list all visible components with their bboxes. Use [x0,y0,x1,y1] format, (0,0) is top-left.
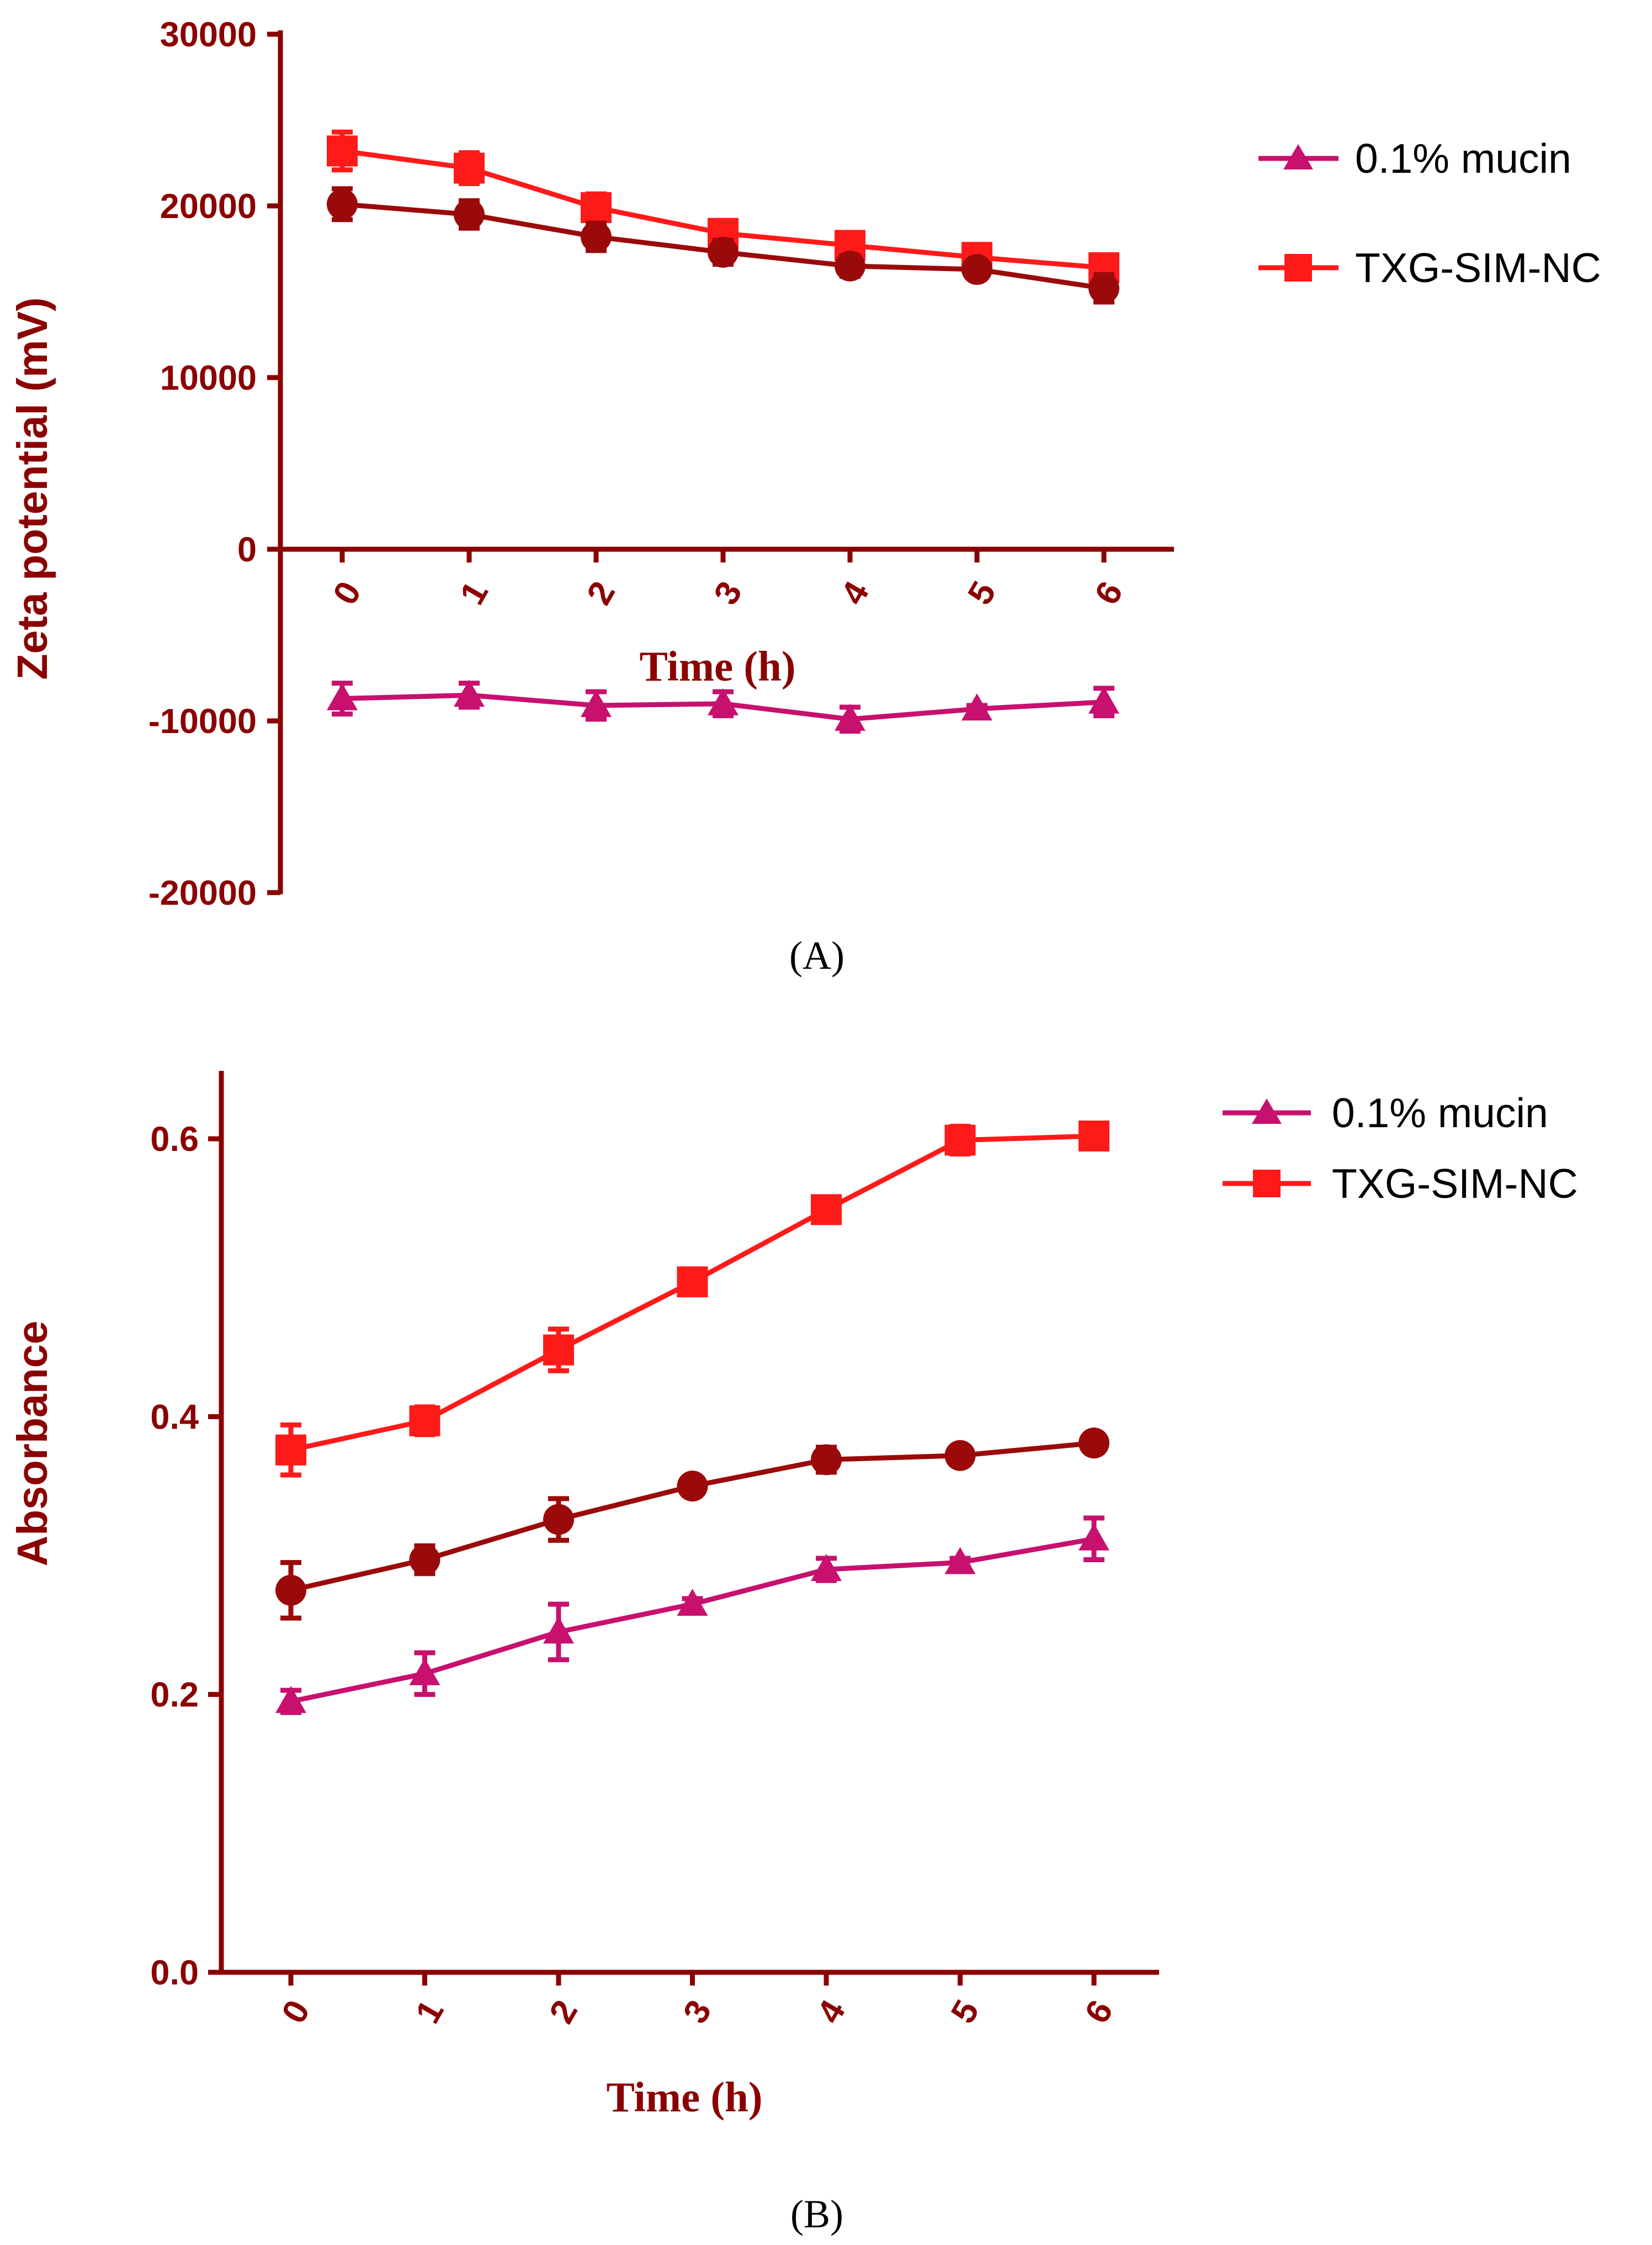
data-point [677,1266,708,1298]
panel-b-legend-txg-marker [1253,1170,1281,1197]
x-tick-label: 0 [274,1994,317,2030]
data-point [677,1589,708,1616]
y-tick-label: -10000 [148,702,257,741]
panel-b-y-axis-label: Absorbance [9,1320,56,1566]
data-point [275,1434,306,1466]
data-point [835,250,865,282]
panel-b-series [275,1120,1109,1715]
y-tick-label: 30000 [160,15,257,54]
panel-a-caption: (A) [789,933,844,978]
data-point [944,1547,976,1574]
x-tick-label: 2 [542,1994,585,2030]
panel-a-legend-txg-marker [1284,254,1312,282]
panel-b-x-axis-label: Time (h) [606,2073,762,2121]
data-point [327,188,358,220]
data-point [708,688,739,715]
data-point [811,1554,842,1581]
y-tick-label: 0.4 [150,1398,199,1436]
data-point [581,221,612,252]
panel-a-series [327,129,1119,734]
y-tick-label: 10000 [160,359,257,397]
data-point [677,1471,708,1502]
data-point [327,683,358,710]
data-point [1088,273,1119,304]
x-tick-label: 5 [960,575,1003,611]
data-point [543,1616,574,1644]
panel-a-y-ticks: 30000 20000 10000 0 -10000 -20000 [148,15,280,912]
x-tick-label: 4 [833,575,877,611]
series-line [290,1440,1095,1593]
x-tick-label: 3 [676,1994,719,2030]
panel-a-legend: 0.1% mucin TXG-SIM-NC [1258,135,1601,291]
x-tick-label: 1 [453,575,496,611]
panel-b-legend-mucin-label: 0.1% mucin [1332,1090,1548,1136]
data-point [1079,1120,1109,1151]
data-point [835,703,865,731]
x-tick-label: 6 [1077,1994,1120,2030]
y-tick-label: 0 [237,530,257,569]
data-point [944,1440,976,1471]
data-point [454,152,485,184]
panel-a-y-axis-label: Zeta potential (mV) [9,297,56,680]
data-point [275,1686,306,1713]
data-point [543,1504,574,1535]
data-point [708,236,739,268]
x-tick-label: 6 [1087,575,1130,611]
panel-b-legend: 0.1% mucin TXG-SIM-NC [1223,1090,1578,1207]
y-tick-label: 0.6 [150,1120,199,1159]
panel-b-x-ticks: 0 1 2 3 4 5 6 [274,1972,1120,2030]
y-tick-label: -20000 [148,874,257,912]
panel-a-x-ticks: 0 1 2 3 4 5 6 [326,549,1130,611]
series-square [275,1120,1109,1478]
panel-b-caption: (B) [790,2192,843,2236]
panel-b-y-ticks: 0.0 0.2 0.4 0.6 [150,1120,221,1992]
series-triangle [275,1515,1109,1715]
x-tick-label: 0 [326,575,369,611]
data-point [275,1574,306,1606]
data-point [409,1405,440,1436]
x-tick-label: 3 [707,575,750,611]
data-point [454,199,485,230]
data-point [962,693,992,721]
panel-a-legend-mucin-label: 0.1% mucin [1355,135,1571,182]
data-point [543,1334,574,1366]
chart-panel-b: 0.0 0.2 0.4 0.6 0 1 2 3 4 5 6 Absorbance Time (h)… [9,1071,1578,2236]
data-point [581,192,612,224]
y-tick-label: 20000 [160,187,257,226]
data-point [811,1444,842,1476]
series-circle [327,186,1119,305]
data-point [409,1658,440,1685]
x-tick-label: 4 [810,1994,853,2030]
x-tick-label: 2 [580,575,623,611]
data-point [944,1124,976,1156]
data-point [811,1194,842,1225]
chart-panel-a: 30000 20000 10000 0 -10000 -20000 0 1 2 3 4 5 6 Zet… [9,15,1601,978]
series-triangle [327,680,1119,734]
panel-b-legend-mucin-marker [1252,1098,1282,1124]
y-tick-label: 0.2 [150,1676,199,1715]
x-tick-label: 1 [408,1994,451,2030]
data-point [581,690,612,718]
series-circle [275,1427,1109,1621]
x-tick-label: 5 [944,1994,987,2030]
data-point [409,1544,440,1575]
data-point [1088,686,1119,714]
panel-a-legend-txg-label: TXG-SIM-NC [1355,245,1601,291]
data-point [1079,1523,1109,1551]
data-point [962,254,992,285]
panel-b-legend-txg-label: TXG-SIM-NC [1332,1160,1578,1207]
data-point [454,680,485,707]
panel-a-x-axis-label: Time (h) [639,643,795,690]
panel-a-legend-mucin-marker [1283,144,1313,169]
data-point [327,135,358,167]
y-tick-label: 0.0 [150,1954,199,1992]
data-point [1079,1427,1109,1459]
